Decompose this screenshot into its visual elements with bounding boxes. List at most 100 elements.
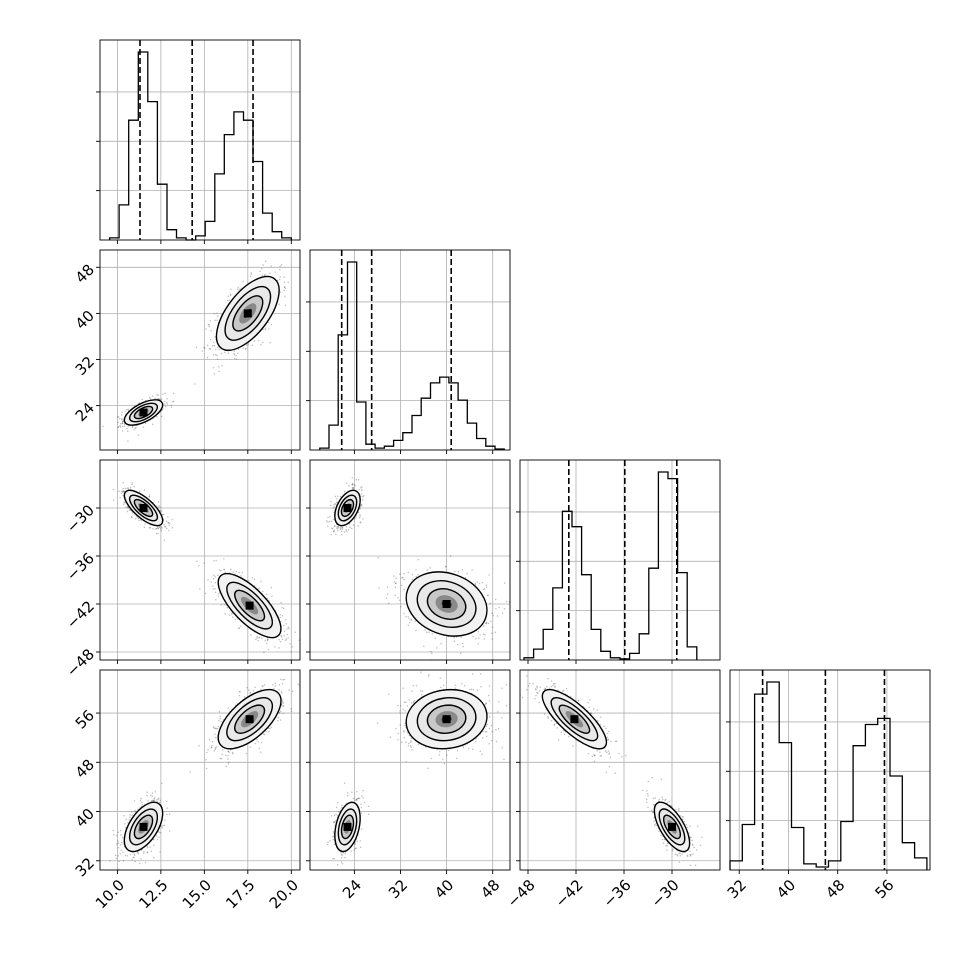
scatter-point xyxy=(221,753,224,756)
scatter-point xyxy=(148,526,151,529)
scatter-point xyxy=(213,749,215,752)
scatter-point xyxy=(151,423,154,425)
scatter-point xyxy=(167,516,169,518)
scatter-point xyxy=(284,304,287,307)
scatter-point xyxy=(156,415,158,418)
scatter-point xyxy=(329,520,331,523)
scatter-point xyxy=(215,727,217,730)
contour-line xyxy=(226,697,274,742)
scatter-point xyxy=(352,487,355,489)
scatter-point xyxy=(129,814,131,816)
scatter-point xyxy=(258,636,261,638)
density-peak xyxy=(139,408,148,417)
scatter-point xyxy=(335,504,337,506)
scatter-point xyxy=(237,286,239,289)
scatter-point xyxy=(274,646,276,648)
scatter-point xyxy=(278,711,281,714)
scatter-point xyxy=(274,271,276,273)
scatter-point xyxy=(210,746,213,749)
scatter-point xyxy=(337,529,339,532)
scatter-point xyxy=(133,800,136,802)
scatter-point xyxy=(156,838,159,841)
scatter-point xyxy=(127,430,129,432)
scatter-point xyxy=(284,619,287,621)
scatter-point xyxy=(345,529,347,531)
scatter-point xyxy=(163,524,165,526)
scatter-point xyxy=(352,487,354,490)
scatter-point xyxy=(146,846,149,849)
scatter-point xyxy=(251,344,254,347)
scatter-point xyxy=(120,490,123,493)
scatter-point xyxy=(361,485,363,488)
scatter-point xyxy=(261,267,263,270)
scatter-point xyxy=(216,358,219,361)
scatter-point xyxy=(129,853,132,856)
scatter-point xyxy=(270,265,272,267)
scatter-point xyxy=(245,752,248,755)
scatter-point xyxy=(327,516,329,519)
scatter-point xyxy=(220,569,222,572)
scatter-point xyxy=(241,571,244,574)
scatter-point xyxy=(146,794,148,797)
scatter-point xyxy=(359,515,361,517)
scatter-point xyxy=(153,799,155,802)
scatter-point xyxy=(115,857,118,859)
scatter-point xyxy=(224,754,227,757)
scatter-point xyxy=(274,685,276,687)
scatter-point xyxy=(262,341,264,343)
scatter-point xyxy=(270,323,273,326)
scatter-point xyxy=(143,850,145,853)
scatter-point xyxy=(247,343,250,346)
scatter-point xyxy=(235,358,238,360)
scatter-point xyxy=(127,821,129,824)
scatter-point xyxy=(240,575,242,577)
scatter-point xyxy=(284,639,287,641)
scatter-point xyxy=(155,528,157,530)
scatter-point xyxy=(225,765,228,768)
scatter-point xyxy=(172,400,175,403)
scatter-point xyxy=(161,510,163,512)
scatter-point xyxy=(213,574,215,576)
scatter-point xyxy=(339,526,342,529)
scatter-point xyxy=(206,751,208,754)
scatter-point xyxy=(144,861,147,864)
scatter-point xyxy=(146,851,149,853)
scatter-point xyxy=(153,800,155,802)
scatter-point xyxy=(238,627,240,630)
scatter-point xyxy=(129,509,131,511)
hist-frame-0 xyxy=(99,39,301,241)
scatter-point xyxy=(214,588,216,590)
scatter-point xyxy=(303,683,305,685)
scatter-point xyxy=(124,487,127,490)
scatter-point xyxy=(118,847,120,849)
scatter-point xyxy=(164,525,166,528)
scatter-point xyxy=(119,424,121,427)
scatter-point xyxy=(226,606,228,609)
scatter-point xyxy=(158,526,161,529)
scatter-point xyxy=(210,581,213,583)
scatter-point xyxy=(128,509,131,511)
scatter-point xyxy=(346,530,348,533)
scatter-point xyxy=(121,422,124,425)
scatter-point xyxy=(228,299,230,301)
scatter-point xyxy=(210,746,213,748)
scatter-point xyxy=(162,513,165,516)
scatter-point xyxy=(227,295,230,297)
scatter-point xyxy=(215,598,217,601)
contour-line xyxy=(226,581,273,630)
scatter-point xyxy=(245,347,247,349)
scatter-point xyxy=(212,585,214,587)
scatter-point xyxy=(166,403,169,405)
scatter-point xyxy=(127,440,129,442)
scatter-point xyxy=(163,539,166,542)
scatter-point xyxy=(144,523,146,525)
scatter-point xyxy=(153,844,155,847)
scatter-point xyxy=(165,401,168,404)
scatter-point xyxy=(253,340,256,342)
scatter-point xyxy=(362,496,364,498)
scatter-point xyxy=(343,490,346,493)
scatter-point xyxy=(208,347,211,350)
histogram-step xyxy=(319,261,505,450)
scatter-point xyxy=(336,528,338,530)
scatter-point xyxy=(220,352,223,355)
